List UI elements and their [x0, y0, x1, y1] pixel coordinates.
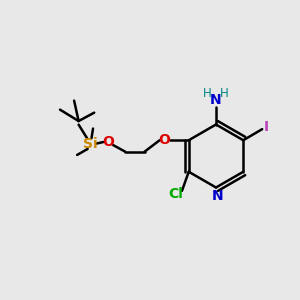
Text: O: O — [103, 135, 115, 149]
Text: Cl: Cl — [169, 187, 183, 201]
Text: O: O — [158, 133, 170, 147]
Text: Si: Si — [83, 136, 97, 151]
Text: N: N — [210, 93, 222, 106]
Text: H: H — [220, 86, 229, 100]
Text: N: N — [212, 189, 223, 203]
Text: I: I — [264, 120, 269, 134]
Text: H: H — [203, 86, 212, 100]
